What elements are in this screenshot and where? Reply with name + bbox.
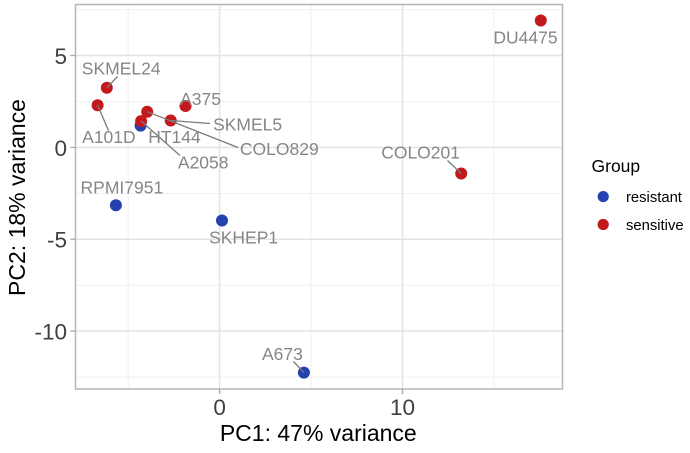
svg-text:PC1: 47% variance: PC1: 47% variance: [220, 420, 417, 446]
svg-text:Group: Group: [592, 156, 641, 176]
svg-text:PC2: 18% variance: PC2: 18% variance: [4, 99, 30, 296]
svg-text:A101D: A101D: [82, 127, 136, 147]
svg-text:SKMEL5: SKMEL5: [213, 115, 282, 135]
svg-text:sensitive: sensitive: [626, 218, 684, 234]
svg-text:DU4475: DU4475: [493, 28, 557, 48]
svg-text:resistant: resistant: [626, 190, 682, 206]
svg-text:A375: A375: [180, 89, 221, 109]
svg-text:0: 0: [54, 136, 67, 161]
svg-text:SKMEL24: SKMEL24: [82, 59, 161, 79]
svg-text:5: 5: [54, 44, 67, 69]
svg-text:-10: -10: [34, 319, 67, 344]
svg-text:COLO201: COLO201: [381, 143, 460, 163]
svg-text:COLO829: COLO829: [240, 139, 319, 159]
svg-text:10: 10: [390, 395, 415, 420]
svg-text:HT144: HT144: [148, 127, 201, 147]
svg-text:SKHEP1: SKHEP1: [209, 228, 278, 248]
svg-text:A673: A673: [262, 344, 303, 364]
svg-text:A2058: A2058: [178, 153, 229, 173]
svg-text:-5: -5: [47, 228, 67, 253]
svg-text:RPMI7951: RPMI7951: [81, 178, 164, 198]
svg-text:0: 0: [213, 395, 226, 420]
